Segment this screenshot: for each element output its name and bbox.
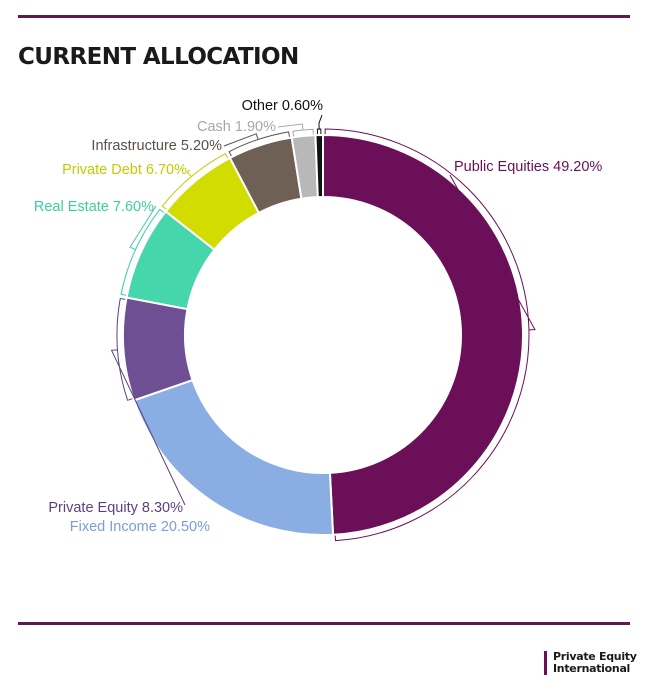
donut-slices (122, 133, 524, 536)
label-infrastructure: Infrastructure 5.20% (91, 138, 222, 154)
label-leaders (110, 114, 536, 542)
label-private-equity: Private Equity 8.30% (48, 500, 183, 516)
label-real-estate: Real Estate 7.60% (34, 199, 154, 215)
slice-public-equities (322, 133, 524, 536)
leader-public-equities (324, 128, 536, 542)
leader-other (316, 114, 323, 135)
leader-infrastructure (223, 131, 290, 157)
label-public-equities: Public Equities 49.20% (454, 159, 602, 175)
bottom-rule (18, 622, 630, 625)
label-private-debt: Private Debt 6.70% (62, 162, 187, 178)
slice-other (314, 133, 324, 199)
top-rule (18, 15, 630, 18)
brand-line-1: Private Equity (553, 650, 637, 663)
brand-line-2: International (553, 662, 631, 675)
leader-private-debt (161, 152, 229, 210)
leader-cash (277, 123, 314, 137)
slice-labels: Public Equities 49.20% Fixed Income 20.50… (34, 98, 603, 535)
label-cash: Cash 1.90% (197, 119, 276, 135)
leader-real-estate (120, 205, 164, 296)
chart-title: CURRENT ALLOCATION (18, 44, 299, 70)
label-other: Other 0.60% (242, 98, 324, 114)
leader-private-equity (110, 297, 186, 506)
brand-logo: Private Equity International (544, 651, 637, 675)
label-fixed-income: Fixed Income 20.50% (70, 519, 210, 535)
